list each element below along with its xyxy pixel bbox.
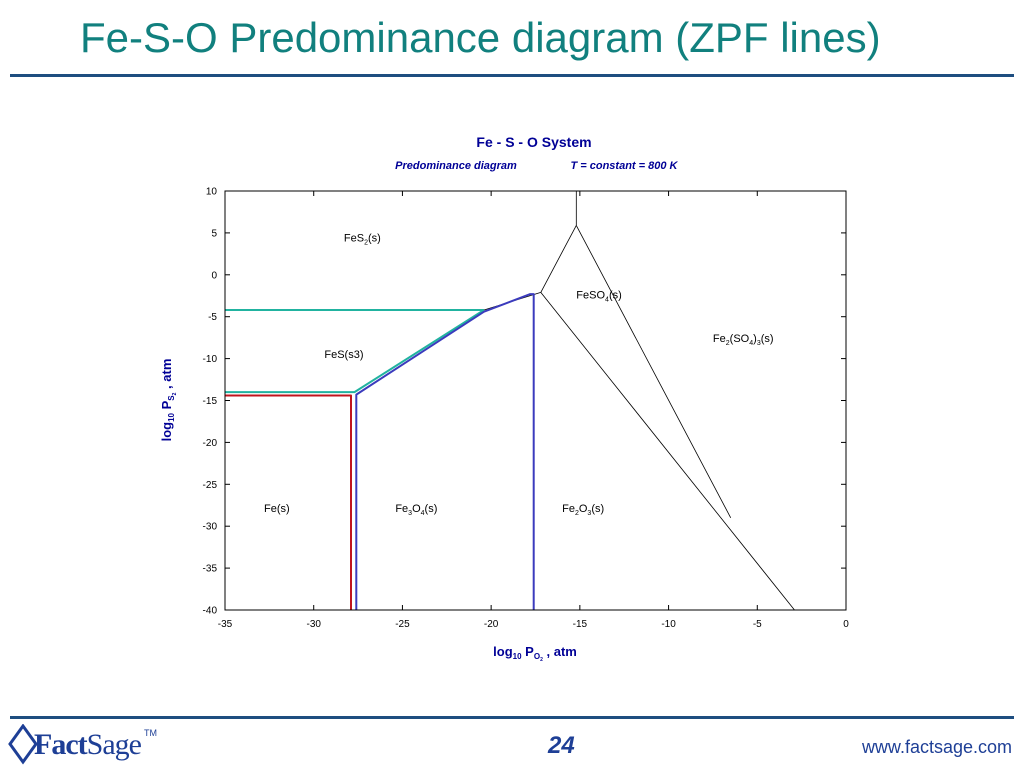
phase-boundary-line — [355, 293, 535, 610]
y-axis-label: log10 PS2 , atm — [159, 359, 178, 442]
factsage-logo: FactSage TM — [8, 722, 168, 768]
chart-subtitle-right: T = constant = 800 K — [571, 160, 679, 172]
x-tick-label: -20 — [484, 619, 499, 630]
predominance-chart: Fe - S - O System Predominance diagram T… — [159, 134, 849, 663]
page-number: 24 — [548, 732, 575, 759]
y-tick-label: -5 — [208, 312, 217, 323]
y-tick-label: -35 — [203, 564, 218, 575]
y-tick-label: -40 — [203, 606, 218, 617]
region-label: Fe3O4(s) — [395, 503, 437, 517]
x-tick-label: -30 — [306, 619, 321, 630]
factsage-logo-icon — [8, 724, 38, 765]
x-tick-label: 0 — [843, 619, 849, 630]
plot-frame — [224, 190, 847, 611]
y-tick-label: 5 — [211, 228, 217, 239]
x-tick-label: -25 — [395, 619, 410, 630]
region-label: Fe(s) — [264, 503, 290, 515]
region-label: Fe2(SO4)3(s) — [713, 333, 774, 347]
phase-boundary-line — [225, 394, 352, 610]
region-label: FeS(s3) — [324, 349, 363, 361]
x-tick-label: -10 — [661, 619, 676, 630]
slide-title: Fe-S-O Predominance diagram (ZPF lines) — [80, 14, 881, 61]
logo-trademark: TM — [144, 728, 157, 738]
region-label: FeSO4(s) — [576, 289, 621, 303]
logo-wordmark: FactSage — [34, 728, 142, 761]
phase-boundary-line — [540, 225, 577, 293]
phase-boundary-line — [540, 292, 795, 610]
x-tick-label: -15 — [573, 619, 588, 630]
x-tick-label: -35 — [218, 619, 233, 630]
phase-boundary-line — [225, 309, 485, 394]
y-tick-label: -25 — [203, 480, 218, 491]
y-tick-label: -30 — [203, 522, 218, 533]
y-tick-label: -20 — [203, 438, 218, 449]
x-tick-label: -5 — [753, 619, 762, 630]
y-tick-label: 10 — [206, 187, 218, 198]
footer-divider — [10, 716, 1014, 719]
region-label: FeS2(s) — [344, 232, 381, 246]
y-tick-label: -15 — [203, 396, 218, 407]
chart-title: Fe - S - O System — [476, 134, 591, 150]
region-label: Fe2O3(s) — [562, 503, 604, 517]
title-divider — [10, 74, 1014, 77]
y-tick-label: -10 — [203, 354, 218, 365]
chart-subtitle-left: Predominance diagram — [395, 160, 517, 172]
phase-boundary-line — [575, 225, 732, 518]
y-tick-label: 0 — [211, 270, 217, 281]
x-axis-label: log10 PO2 , atm — [493, 644, 577, 663]
website-link[interactable]: www.factsage.com — [861, 737, 1012, 757]
